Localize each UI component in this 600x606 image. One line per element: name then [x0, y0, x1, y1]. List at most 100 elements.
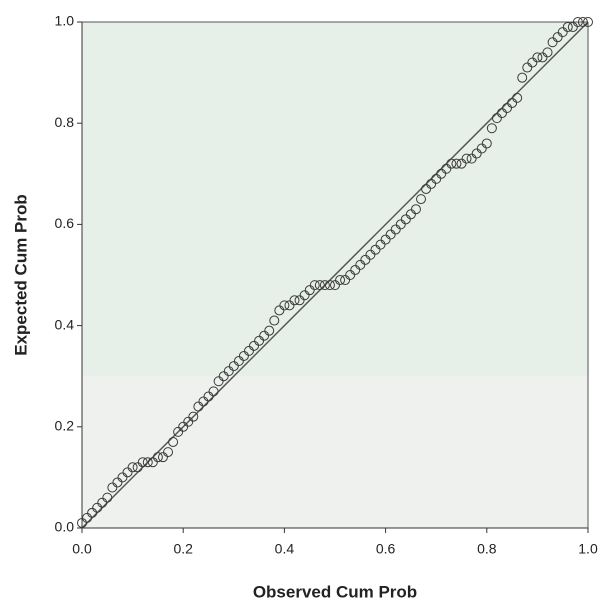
point [330, 280, 340, 291]
point [107, 482, 118, 493]
point [562, 22, 573, 33]
point [279, 300, 290, 311]
point [82, 512, 93, 523]
point [456, 158, 467, 169]
point [264, 325, 275, 336]
x-tick-label: 0.4 [275, 541, 295, 557]
point [537, 52, 548, 63]
y-tick-label: 0.2 [55, 418, 75, 434]
point [481, 138, 492, 149]
point [522, 62, 533, 73]
point [405, 209, 416, 220]
point [213, 376, 224, 387]
point [476, 143, 487, 154]
point [269, 315, 280, 326]
y-tick-label: 0.0 [55, 519, 75, 535]
point [309, 280, 320, 291]
point [370, 244, 381, 255]
y-tick-label: 1.0 [55, 13, 75, 29]
point [461, 153, 472, 164]
point [557, 27, 568, 38]
point [259, 330, 270, 341]
point [512, 92, 523, 103]
point [87, 507, 98, 518]
point [542, 47, 553, 58]
point [324, 280, 335, 291]
point [319, 280, 330, 291]
point [117, 472, 128, 483]
plot-shade [82, 22, 588, 376]
point [572, 17, 583, 27]
point [416, 194, 427, 205]
point [421, 183, 432, 194]
x-tick-label: 1.0 [578, 541, 598, 557]
point [243, 345, 254, 356]
point [163, 447, 174, 458]
point [157, 452, 168, 463]
y-tick-label: 0.4 [55, 316, 75, 332]
point [395, 219, 406, 230]
point [289, 295, 300, 306]
point [496, 108, 507, 119]
point [466, 153, 477, 164]
point [223, 366, 234, 377]
point [188, 411, 199, 422]
x-tick-label: 0.6 [376, 541, 396, 557]
point [446, 158, 457, 169]
point [249, 340, 260, 351]
point [122, 467, 133, 478]
point [355, 259, 366, 270]
y-tick-label: 0.8 [55, 114, 75, 130]
point [137, 457, 148, 468]
point [441, 163, 452, 174]
point [142, 457, 153, 468]
y-axis-title: Expected Cum Prob [11, 194, 30, 356]
point [238, 350, 249, 361]
point [552, 32, 563, 43]
point [173, 426, 184, 437]
point [527, 57, 538, 68]
point [380, 234, 391, 245]
point [208, 386, 219, 397]
point [152, 452, 163, 463]
point [178, 421, 189, 432]
point [390, 224, 401, 235]
point [532, 52, 543, 63]
point [218, 371, 229, 382]
point [547, 37, 558, 48]
x-axis-title: Observed Cum Prob [253, 582, 417, 601]
y-tick-label: 0.6 [55, 215, 75, 231]
point [314, 280, 325, 291]
point [147, 457, 158, 468]
point [577, 17, 588, 27]
point [102, 492, 113, 503]
point [400, 214, 411, 225]
point [127, 462, 138, 473]
point [304, 285, 315, 296]
point [274, 305, 285, 316]
point [193, 401, 204, 412]
point [410, 204, 421, 215]
point [350, 264, 361, 275]
point [284, 300, 295, 311]
point [583, 17, 593, 27]
point [340, 275, 351, 286]
point [365, 249, 376, 260]
point [233, 356, 244, 367]
point [112, 477, 123, 488]
point [426, 178, 437, 189]
point [228, 361, 239, 372]
reference-line [81, 21, 589, 529]
point [335, 275, 346, 286]
point [451, 158, 462, 169]
point [198, 396, 209, 407]
x-tick-label: 0.2 [173, 541, 193, 557]
point [431, 173, 442, 184]
point [385, 229, 396, 240]
point [92, 502, 103, 513]
point [517, 72, 528, 83]
point [567, 22, 578, 33]
point [97, 497, 108, 508]
